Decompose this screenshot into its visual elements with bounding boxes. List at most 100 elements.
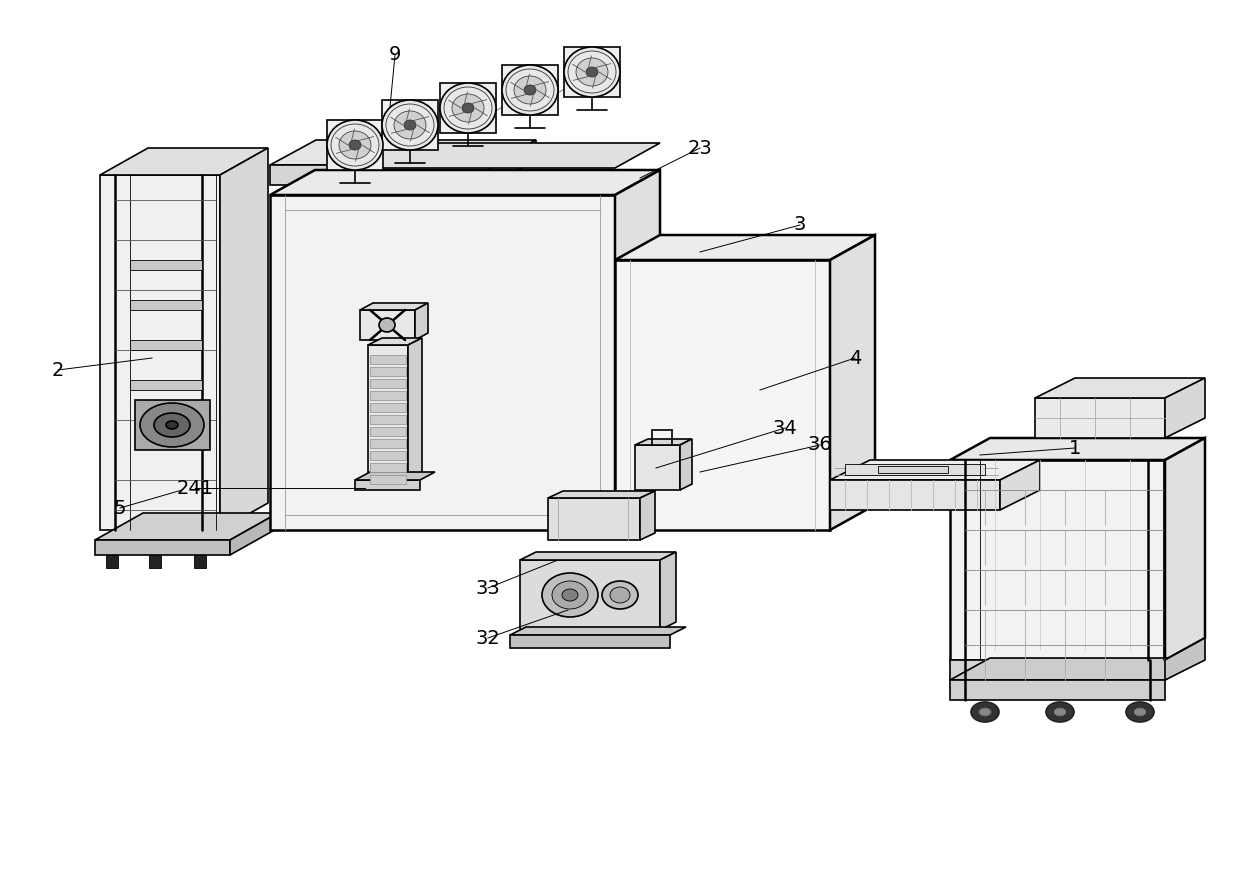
Polygon shape — [844, 464, 985, 475]
Ellipse shape — [587, 67, 598, 77]
Text: 2: 2 — [52, 361, 64, 380]
Polygon shape — [370, 355, 405, 364]
Polygon shape — [615, 170, 660, 530]
Polygon shape — [370, 463, 405, 472]
Text: 36: 36 — [807, 436, 832, 455]
Polygon shape — [327, 120, 383, 170]
Polygon shape — [999, 460, 1040, 510]
Polygon shape — [105, 555, 118, 568]
Polygon shape — [520, 560, 660, 630]
Polygon shape — [135, 400, 210, 450]
Text: 241: 241 — [176, 479, 213, 497]
Ellipse shape — [601, 581, 639, 609]
Polygon shape — [440, 83, 496, 133]
Polygon shape — [370, 391, 405, 400]
Polygon shape — [270, 170, 660, 195]
Ellipse shape — [154, 413, 190, 437]
Polygon shape — [615, 235, 875, 260]
Polygon shape — [130, 380, 202, 390]
Polygon shape — [950, 658, 1205, 680]
Ellipse shape — [577, 58, 608, 86]
Polygon shape — [830, 480, 999, 510]
Polygon shape — [1166, 378, 1205, 438]
Ellipse shape — [339, 131, 371, 159]
Ellipse shape — [525, 85, 536, 95]
Text: 23: 23 — [688, 138, 712, 157]
Polygon shape — [370, 439, 405, 448]
Polygon shape — [95, 540, 229, 555]
Ellipse shape — [552, 581, 588, 609]
Polygon shape — [1035, 378, 1205, 398]
Ellipse shape — [394, 111, 427, 139]
Polygon shape — [229, 513, 278, 555]
Ellipse shape — [404, 120, 415, 130]
Polygon shape — [950, 660, 1166, 680]
Polygon shape — [520, 552, 676, 560]
Polygon shape — [95, 513, 278, 540]
Polygon shape — [193, 555, 206, 568]
Polygon shape — [950, 438, 1205, 460]
Ellipse shape — [564, 47, 620, 97]
Ellipse shape — [971, 702, 999, 722]
Text: 32: 32 — [476, 629, 501, 647]
Ellipse shape — [453, 94, 484, 122]
Text: 5: 5 — [114, 498, 126, 518]
Ellipse shape — [463, 103, 474, 113]
Polygon shape — [335, 143, 660, 168]
Polygon shape — [100, 148, 268, 175]
Ellipse shape — [610, 587, 630, 603]
Ellipse shape — [166, 421, 179, 429]
Polygon shape — [370, 427, 405, 436]
Ellipse shape — [440, 83, 496, 133]
Text: 9: 9 — [389, 46, 402, 64]
Ellipse shape — [140, 403, 205, 447]
Polygon shape — [830, 235, 875, 530]
Ellipse shape — [348, 140, 361, 150]
Polygon shape — [149, 555, 161, 568]
Polygon shape — [830, 460, 1040, 480]
Polygon shape — [1166, 638, 1205, 680]
Ellipse shape — [1047, 702, 1074, 722]
Polygon shape — [502, 65, 558, 115]
Ellipse shape — [1054, 708, 1066, 716]
Ellipse shape — [327, 120, 383, 170]
Polygon shape — [270, 195, 615, 530]
Ellipse shape — [562, 589, 578, 601]
Polygon shape — [680, 439, 692, 490]
Polygon shape — [100, 175, 219, 530]
Polygon shape — [640, 491, 655, 540]
Ellipse shape — [515, 76, 546, 104]
Polygon shape — [368, 338, 422, 345]
Text: 4: 4 — [849, 348, 862, 368]
Polygon shape — [130, 300, 202, 310]
Polygon shape — [408, 338, 422, 480]
Polygon shape — [635, 439, 692, 445]
Polygon shape — [660, 552, 676, 630]
Polygon shape — [415, 303, 428, 340]
Polygon shape — [370, 379, 405, 388]
Text: 1: 1 — [1069, 438, 1081, 457]
Polygon shape — [382, 100, 438, 150]
Polygon shape — [355, 472, 435, 480]
Ellipse shape — [502, 65, 558, 115]
Ellipse shape — [980, 708, 991, 716]
Polygon shape — [635, 445, 680, 490]
Polygon shape — [370, 475, 405, 484]
Polygon shape — [1166, 438, 1205, 660]
Polygon shape — [219, 148, 268, 530]
Ellipse shape — [379, 318, 396, 332]
Polygon shape — [370, 451, 405, 460]
Polygon shape — [1035, 398, 1166, 438]
Polygon shape — [950, 680, 1166, 700]
Polygon shape — [490, 140, 536, 185]
Polygon shape — [370, 403, 405, 412]
Text: 34: 34 — [773, 419, 797, 438]
Ellipse shape — [1135, 708, 1146, 716]
Polygon shape — [355, 480, 420, 490]
Polygon shape — [370, 367, 405, 376]
Polygon shape — [878, 466, 949, 473]
Polygon shape — [360, 310, 415, 340]
Polygon shape — [548, 491, 655, 498]
Polygon shape — [130, 260, 202, 270]
Text: 3: 3 — [794, 215, 806, 235]
